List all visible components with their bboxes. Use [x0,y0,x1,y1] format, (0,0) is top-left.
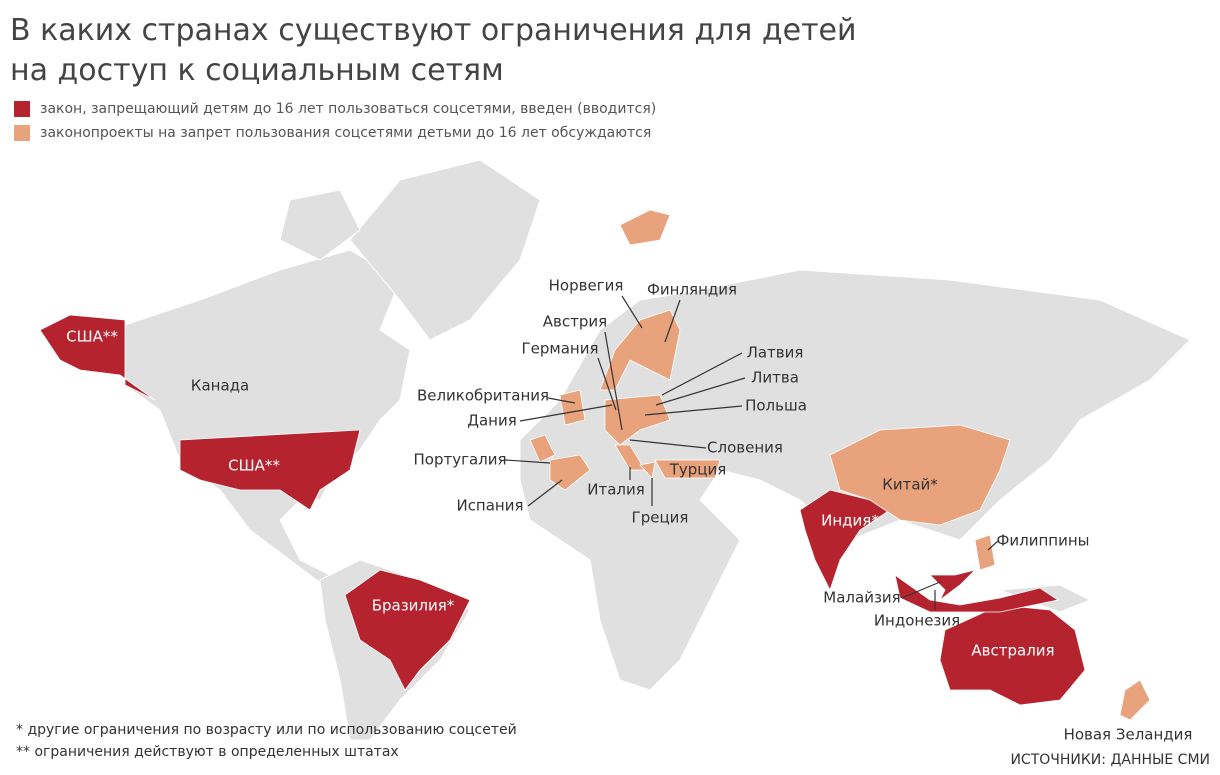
country-shape [619,209,671,246]
country-label: Австрия [543,313,607,331]
country-shape [179,429,361,511]
leader-line [604,331,623,431]
legend-swatch [14,125,30,141]
country-shape [929,569,977,601]
country-label: Малайзия [823,589,900,607]
country-label: Финляндия [647,281,737,299]
leader-line [621,295,643,329]
country-label: Великобритания [417,387,549,405]
country-shape [654,459,721,479]
source: ИСТОЧНИКИ: ДАННЫЕ СМИ [1010,752,1210,768]
country-shape [529,434,556,463]
country-label: США** [228,457,280,475]
legend-label: законопроекты на запрет пользования соцс… [40,125,651,141]
leader-line [597,357,617,411]
leader-line [644,405,743,416]
footnote: * другие ограничения по возрасту или по … [16,722,517,738]
country-label: Китай* [882,476,938,494]
country-label: Индонезия [874,612,960,630]
country-label: Словения [707,439,783,457]
country-shape [829,424,1011,526]
country-shape [344,569,471,691]
country-label: Норвегия [549,277,624,295]
country-label: Испания [456,497,523,515]
country-label: Германия [522,340,599,358]
leader-line [504,459,551,464]
title-line: на доступ к социальным сетям [10,53,504,88]
legend-swatch [14,101,30,117]
country-label: Турция [669,461,727,479]
country-label: Бразилия* [372,597,455,615]
country-label: США** [66,328,118,346]
country-label: Канада [191,377,249,395]
country-shape [639,461,656,479]
title-line: В каких странах существуют ограничения д… [10,13,857,48]
leader-line [987,540,999,551]
country-shape [39,314,156,401]
footnote: ** ограничения действуют в определенных … [16,744,399,760]
country-label: Литва [751,369,799,387]
country-label: Австралия [971,642,1054,660]
leader-line [527,479,563,507]
leader-line [629,439,707,449]
country-label: Латвия [747,344,804,362]
legend-label: закон, запрещающий детям до 16 лет польз… [40,101,656,117]
country-shape [799,489,891,592]
land-shape [124,249,411,591]
country-shape [894,574,1060,613]
country-shape [599,309,681,391]
land-shape [349,159,541,341]
leader-line [661,352,743,396]
country-label: Португалия [413,451,506,469]
country-shape [604,394,671,446]
land-shape [279,189,361,261]
country-label: Филиппины [996,532,1089,550]
leader-line [901,581,941,599]
leader-line [664,299,681,343]
country-label: Италия [587,481,645,499]
country-shape [559,389,586,426]
country-label: Индия* [821,512,879,530]
leader-line [655,377,746,406]
country-label: Дания [467,412,517,430]
country-shape [1119,679,1151,721]
country-shape [939,604,1086,706]
leader-line [519,404,613,422]
country-label: Греция [632,509,689,527]
country-shape [974,534,996,571]
country-label: Новая Зеландия [1064,726,1193,744]
country-label: Польша [745,397,807,415]
leader-line [547,397,576,404]
